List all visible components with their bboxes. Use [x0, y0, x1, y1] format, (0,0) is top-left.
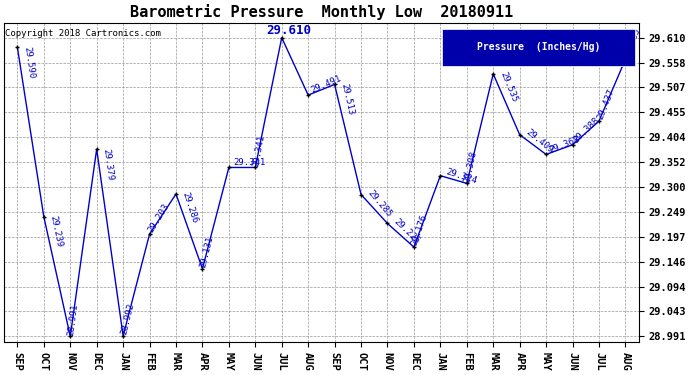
Text: 29.225: 29.225 — [392, 217, 422, 246]
Point — [250, 165, 261, 171]
Point — [329, 81, 340, 87]
FancyBboxPatch shape — [442, 29, 635, 66]
Text: 29.491: 29.491 — [309, 74, 342, 95]
Text: 29.513: 29.513 — [339, 82, 355, 116]
Text: 29.368: 29.368 — [548, 134, 581, 154]
Text: Pressure  (Inches/Hg): Pressure (Inches/Hg) — [477, 42, 601, 52]
Point — [144, 231, 155, 237]
Point — [65, 333, 76, 339]
Point — [514, 132, 525, 138]
Point — [593, 118, 604, 124]
Text: Copyright 2018 Cartronics.com: Copyright 2018 Cartronics.com — [6, 29, 161, 38]
Point — [461, 180, 472, 186]
Point — [620, 56, 631, 62]
Text: 29.388: 29.388 — [571, 116, 600, 145]
Text: 29.565: 29.565 — [622, 26, 642, 59]
Text: 29.131: 29.131 — [199, 236, 215, 269]
Title: Barometric Pressure  Monthly Low  20180911: Barometric Pressure Monthly Low 20180911 — [130, 4, 513, 20]
Text: 29.203: 29.203 — [147, 202, 171, 234]
Text: 29.308: 29.308 — [463, 150, 479, 183]
Point — [170, 191, 181, 197]
Text: 29.176: 29.176 — [410, 214, 429, 247]
Text: 28.991: 28.991 — [66, 303, 79, 336]
Text: 29.341: 29.341 — [251, 134, 266, 168]
Text: 29.379: 29.379 — [101, 148, 115, 181]
Point — [408, 244, 420, 250]
Text: 29.610: 29.610 — [266, 24, 311, 37]
Point — [12, 44, 23, 50]
Point — [91, 146, 102, 152]
Text: 29.535: 29.535 — [498, 70, 518, 104]
Point — [488, 71, 499, 77]
Text: 29.239: 29.239 — [48, 215, 64, 248]
Point — [117, 333, 128, 339]
Point — [435, 172, 446, 178]
Text: 29.409: 29.409 — [524, 128, 555, 155]
Point — [224, 165, 235, 171]
Point — [39, 214, 50, 220]
Point — [382, 220, 393, 226]
Text: 28.992: 28.992 — [119, 303, 135, 336]
Text: 29.285: 29.285 — [366, 189, 393, 219]
Point — [355, 192, 366, 198]
Text: 29.341: 29.341 — [234, 159, 266, 168]
Point — [197, 266, 208, 272]
Text: 29.286: 29.286 — [181, 191, 199, 225]
Point — [276, 34, 287, 40]
Text: 29.437: 29.437 — [595, 88, 615, 121]
Text: 29.590: 29.590 — [22, 46, 36, 79]
Point — [540, 152, 551, 157]
Text: 29.324: 29.324 — [445, 167, 479, 185]
Point — [303, 92, 314, 98]
Point — [567, 142, 578, 148]
